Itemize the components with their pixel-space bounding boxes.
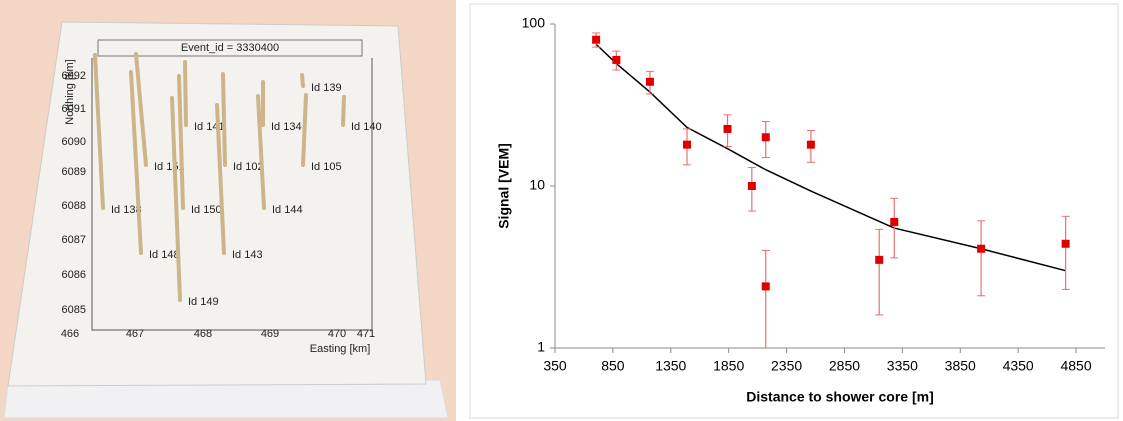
data-point bbox=[761, 282, 770, 291]
stick bbox=[215, 103, 226, 255]
station-label: Id 139 bbox=[311, 82, 342, 94]
y-tick-label: 6090 bbox=[62, 136, 86, 148]
x-tick-label: 2850 bbox=[829, 358, 860, 374]
data-point bbox=[723, 124, 732, 133]
x-tick-label: 4850 bbox=[1060, 358, 1091, 374]
station-label: Id 138 bbox=[111, 204, 142, 216]
station-label: Id 143 bbox=[232, 249, 263, 261]
y-tick-label: 6092 bbox=[62, 70, 86, 82]
stick bbox=[183, 60, 188, 127]
data-point bbox=[747, 182, 756, 190]
data-point bbox=[683, 140, 691, 149]
event-title: Event_id = 3330400 bbox=[181, 42, 279, 54]
x-tick-label: 4350 bbox=[1003, 358, 1034, 374]
x-tick-label: 1350 bbox=[655, 358, 686, 374]
data-point bbox=[1061, 239, 1070, 248]
stick bbox=[256, 94, 266, 210]
x-tick-label: 850 bbox=[601, 358, 625, 374]
y-tick-label: 6088 bbox=[62, 200, 86, 212]
x-axis-label: Distance to shower core [m] bbox=[746, 389, 934, 405]
stick bbox=[134, 52, 148, 167]
station-label: Id 150 bbox=[191, 204, 222, 216]
y-tick-label: 6089 bbox=[62, 166, 86, 178]
station-label: Id 144 bbox=[272, 204, 303, 216]
y-tick-label: 6087 bbox=[62, 234, 86, 246]
data-point bbox=[612, 55, 621, 64]
stick bbox=[341, 95, 346, 127]
plot-frame bbox=[91, 58, 373, 331]
data-point bbox=[890, 217, 899, 226]
station-label: Id 105 bbox=[311, 161, 342, 173]
x-tick-label: 3850 bbox=[945, 358, 976, 374]
station-label: Id 151 bbox=[154, 161, 185, 173]
x-tick-label: 468 bbox=[194, 328, 212, 340]
x-tick-label: 350 bbox=[543, 358, 567, 374]
y-axis-label: Signal [VEM] bbox=[496, 143, 512, 229]
x-tick-label: 1850 bbox=[713, 358, 744, 374]
stick bbox=[129, 70, 143, 255]
stick bbox=[93, 53, 105, 210]
stick bbox=[301, 93, 308, 167]
y-tick-label: 6086 bbox=[62, 269, 86, 281]
data-point bbox=[977, 244, 986, 253]
y-tick-label: 1 bbox=[537, 339, 545, 355]
stick bbox=[300, 73, 305, 88]
station-label: Id 102 bbox=[233, 161, 264, 173]
chart-frame bbox=[469, 3, 1119, 419]
x-tick-label: 469 bbox=[261, 328, 279, 340]
y-tick-label: 10 bbox=[529, 177, 545, 193]
station-label: Id 149 bbox=[188, 296, 219, 308]
x-tick-label: 471 bbox=[357, 328, 375, 340]
data-point bbox=[645, 77, 654, 86]
event-box bbox=[97, 39, 363, 57]
stick bbox=[177, 74, 185, 210]
data-point bbox=[806, 140, 815, 149]
x-tick-label: 466 bbox=[61, 328, 79, 340]
y-tick-label: 100 bbox=[522, 15, 546, 31]
y-tick-label: 6091 bbox=[62, 103, 86, 115]
data-point bbox=[875, 255, 884, 264]
x-tick-label: 470 bbox=[328, 328, 346, 340]
fit-line bbox=[595, 43, 1066, 272]
station-label: Id 148 bbox=[149, 249, 180, 261]
station-label: Id 134 bbox=[271, 121, 302, 133]
data-point bbox=[761, 133, 770, 142]
stick bbox=[170, 96, 182, 302]
station-label: Id 140 bbox=[351, 121, 382, 133]
x-tick-label: 467 bbox=[126, 328, 144, 340]
stick bbox=[221, 72, 227, 167]
x-tick-label: 3350 bbox=[887, 358, 918, 374]
paper-sheet bbox=[7, 21, 427, 387]
y-tick-label: 6085 bbox=[62, 304, 86, 316]
photo-panel: Event_id = 3330400 Northing [km] Easting… bbox=[0, 0, 456, 421]
chart-panel: Signal [VEM] Distance to shower core [m]… bbox=[469, 3, 1119, 419]
y-axis-label: Northing [km] bbox=[64, 59, 76, 124]
x-tick-label: 2350 bbox=[771, 358, 802, 374]
x-axis-label: Easting [km] bbox=[310, 343, 371, 355]
data-point bbox=[592, 35, 601, 44]
